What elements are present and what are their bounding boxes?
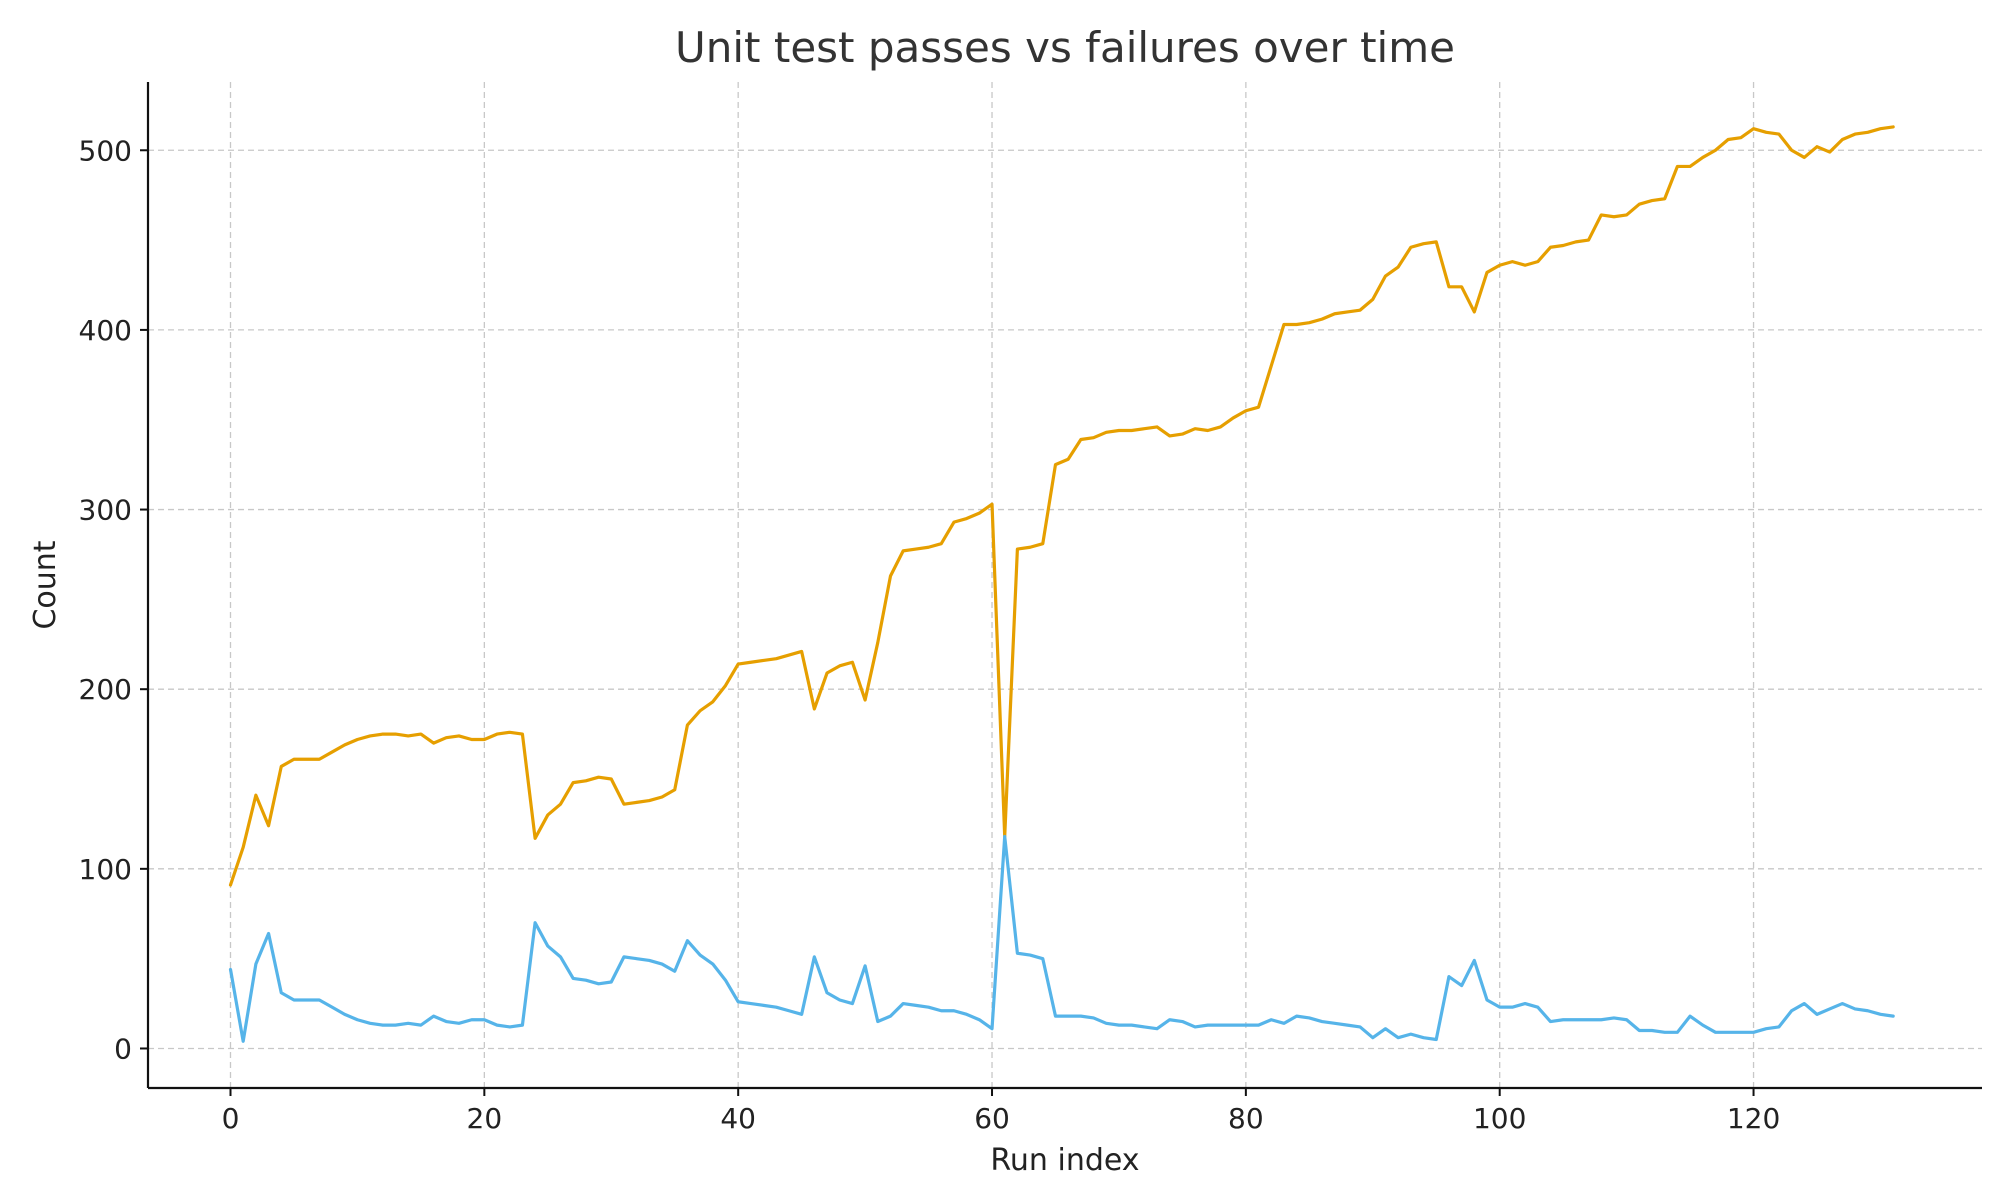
y-tick-label: 400 bbox=[79, 314, 132, 347]
y-tick-label: 100 bbox=[79, 853, 132, 886]
x-tick-label: 0 bbox=[222, 1102, 240, 1135]
x-axis-label: Run index bbox=[990, 1143, 1139, 1178]
y-tick-label: 500 bbox=[79, 134, 132, 167]
y-tick-label: 200 bbox=[79, 673, 132, 706]
y-tick-label: 0 bbox=[114, 1032, 132, 1065]
x-tick-label: 60 bbox=[974, 1102, 1010, 1135]
y-axis-label: Count bbox=[28, 540, 63, 629]
x-tick-label: 80 bbox=[1228, 1102, 1264, 1135]
ticks: 0 20 40 60 80 100 120 0 100 200 300 400 500 bbox=[79, 134, 1781, 1135]
x-tick-label: 40 bbox=[720, 1102, 756, 1135]
grid bbox=[148, 82, 1982, 1088]
passes-series-line bbox=[228, 125, 1895, 887]
x-tick-label: 120 bbox=[1727, 1102, 1780, 1135]
x-tick-label: 100 bbox=[1473, 1102, 1526, 1135]
series-layer bbox=[228, 125, 1895, 1043]
axes bbox=[146, 82, 1982, 1090]
y-tick-label: 300 bbox=[79, 494, 132, 527]
x-tick-label: 20 bbox=[467, 1102, 503, 1135]
failures-series-line bbox=[228, 834, 1895, 1043]
chart-title: Unit test passes vs failures over time bbox=[675, 23, 1455, 72]
